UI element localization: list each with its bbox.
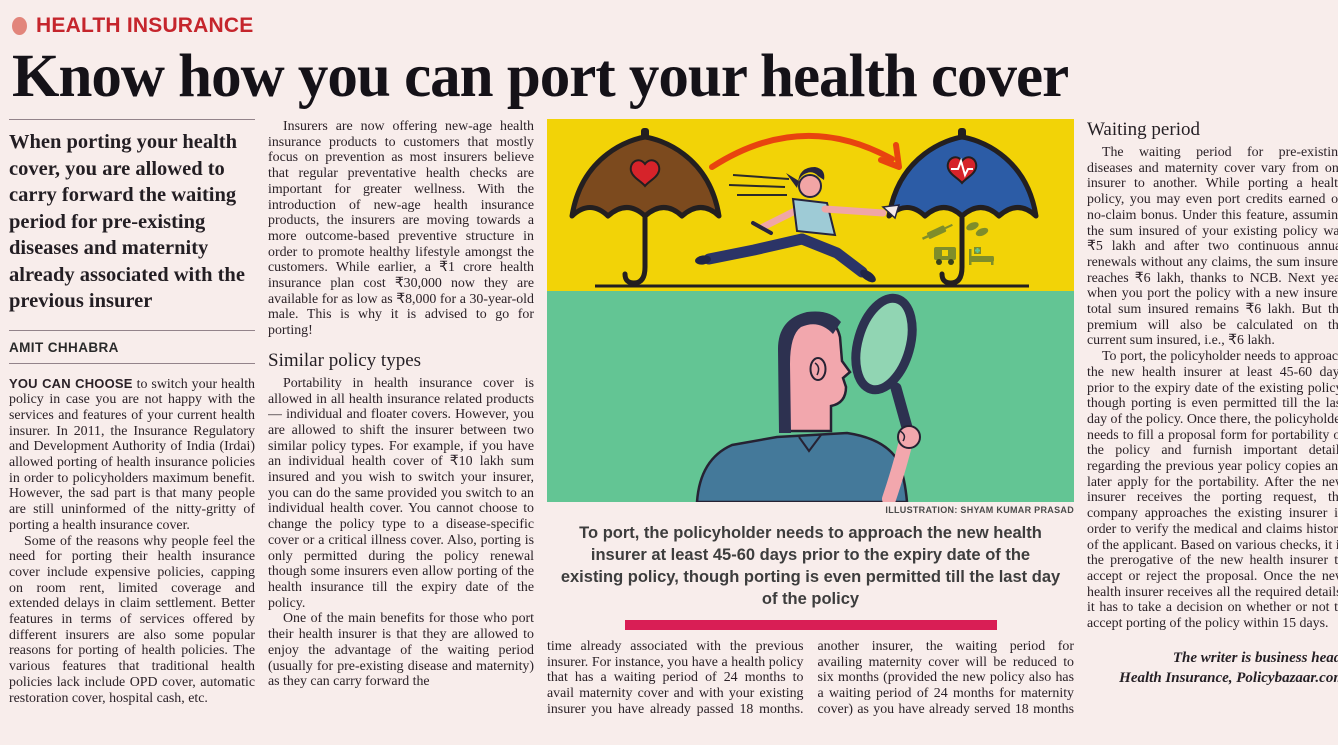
byline: AMIT CHHABRA bbox=[9, 339, 119, 355]
paragraph: YOU CAN CHOOSE to switch your health pol… bbox=[9, 376, 255, 534]
arrow-icon bbox=[709, 132, 902, 170]
column-2: Insurers are now offering new-age health… bbox=[268, 119, 534, 719]
paragraph: The waiting period for pre-existing dise… bbox=[1087, 145, 1338, 349]
illustration-caption: To port, the policyholder needs to appro… bbox=[560, 524, 1061, 608]
writer-credit-line: Health Insurance, Policybazaar.com bbox=[1119, 669, 1338, 686]
center-column: ILLUSTRATION: SHYAM KUMAR PRASAD To port… bbox=[547, 119, 1074, 719]
section-dot-icon bbox=[12, 17, 27, 35]
article-headline: Know how you can port your health cover bbox=[12, 43, 1069, 110]
paragraph: Some of the reasons why people feel the … bbox=[9, 533, 255, 706]
column-1-body: YOU CAN CHOOSE to switch your health pol… bbox=[9, 376, 255, 707]
hospital-bed-icon bbox=[969, 247, 994, 265]
paragraph: Insurers are now offering new-age health… bbox=[268, 119, 534, 339]
paragraph-text: to switch your health policy in case you… bbox=[9, 376, 255, 533]
blue-umbrella-icon bbox=[886, 128, 1039, 286]
column-4-body: Waiting period The waiting period for pr… bbox=[1087, 119, 1338, 688]
heart-ecg-icon bbox=[946, 156, 978, 185]
article-header: HEALTH INSURANCE Know how you can port y… bbox=[0, 0, 1338, 107]
section-kicker: HEALTH INSURANCE bbox=[12, 14, 1330, 38]
paragraph: time already associated with the previou… bbox=[547, 639, 804, 719]
illustration-credit: ILLUSTRATION: SHYAM KUMAR PRASAD bbox=[885, 505, 1074, 515]
magnifying-glass-icon bbox=[851, 293, 917, 395]
section-label: HEALTH INSURANCE bbox=[36, 14, 254, 37]
pills-icon bbox=[966, 222, 989, 237]
paragraph: To port, the policyholder needs to appro… bbox=[1087, 349, 1338, 632]
illustration-figure bbox=[547, 119, 1074, 502]
syringe-icon bbox=[921, 223, 953, 240]
medical-benefit-icons bbox=[921, 222, 994, 265]
column-4: Waiting period The waiting period for pr… bbox=[1087, 119, 1338, 719]
paragraph: another insurer, the waiting period for … bbox=[817, 639, 1075, 719]
lead-in-text: YOU CAN CHOOSE bbox=[9, 375, 133, 391]
running-man-illustration bbox=[695, 167, 901, 283]
health-cover-illustration bbox=[547, 119, 1074, 502]
divider-bar bbox=[624, 620, 997, 630]
column-1: When porting your health cover, you are … bbox=[9, 119, 255, 719]
writer-credit: The writer is business head, Health Insu… bbox=[1087, 648, 1338, 688]
subhead-similar-policy-types: Similar policy types bbox=[268, 349, 422, 371]
divider bbox=[9, 362, 255, 364]
subhead-waiting-period: Waiting period bbox=[1087, 119, 1200, 140]
brown-umbrella-icon bbox=[569, 128, 722, 286]
divider bbox=[9, 119, 255, 120]
below-illustration-columns: time already associated with the previou… bbox=[547, 639, 1074, 719]
ambulance-icon bbox=[934, 247, 956, 265]
heart-icon bbox=[629, 159, 661, 188]
standfirst: When porting your health cover, you are … bbox=[9, 131, 245, 312]
article-columns: When porting your health cover, you are … bbox=[0, 119, 1338, 719]
writer-credit-line: The writer is business head, bbox=[1172, 649, 1338, 666]
paragraph: One of the main benefits for those who p… bbox=[268, 611, 534, 690]
magnifier-man-illustration bbox=[695, 293, 921, 502]
divider bbox=[9, 329, 255, 331]
paragraph: Portability in health insurance cover is… bbox=[268, 375, 534, 611]
column-2-body: Insurers are now offering new-age health… bbox=[268, 119, 534, 690]
